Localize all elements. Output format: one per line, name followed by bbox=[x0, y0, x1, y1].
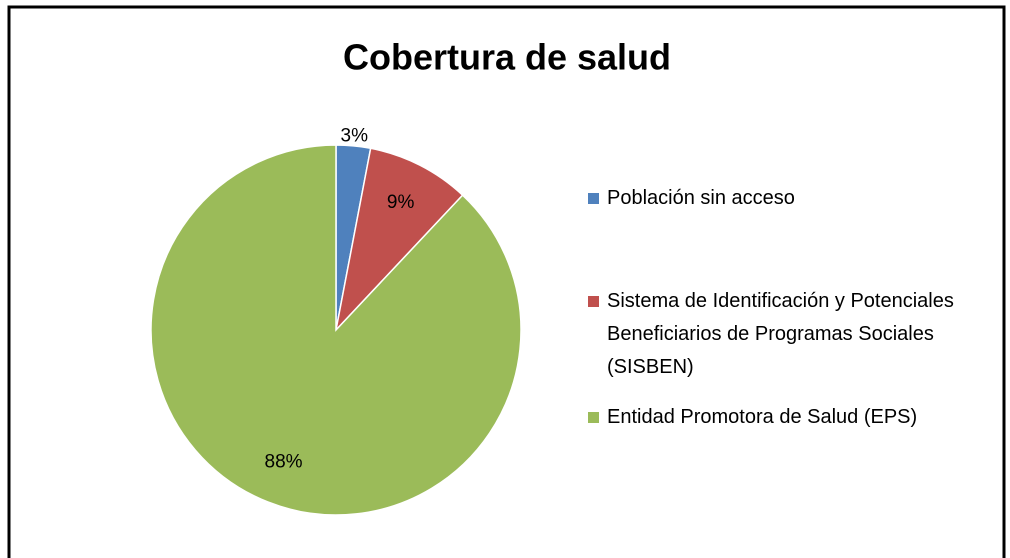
legend-entry: Población sin acceso bbox=[588, 182, 978, 215]
legend-swatch bbox=[588, 296, 599, 307]
data-label: 3% bbox=[341, 126, 369, 147]
legend-entry: Entidad Promotora de Salud (EPS) bbox=[588, 401, 978, 434]
legend-swatch bbox=[588, 412, 599, 423]
pie-slice bbox=[334, 147, 464, 333]
legend-label: Población sin acceso bbox=[607, 187, 795, 209]
legend-entry: Sistema de Identificación y Potenciales … bbox=[588, 285, 978, 384]
pie-slice bbox=[150, 144, 522, 516]
legend-label: Sistema de Identificación y Potenciales … bbox=[607, 290, 954, 378]
data-label: 88% bbox=[265, 451, 303, 472]
legend-swatch bbox=[588, 193, 599, 204]
legend-label: Entidad Promotora de Salud (EPS) bbox=[607, 406, 918, 428]
data-label: 9% bbox=[387, 192, 415, 213]
chart-title: Cobertura de salud bbox=[343, 37, 671, 78]
